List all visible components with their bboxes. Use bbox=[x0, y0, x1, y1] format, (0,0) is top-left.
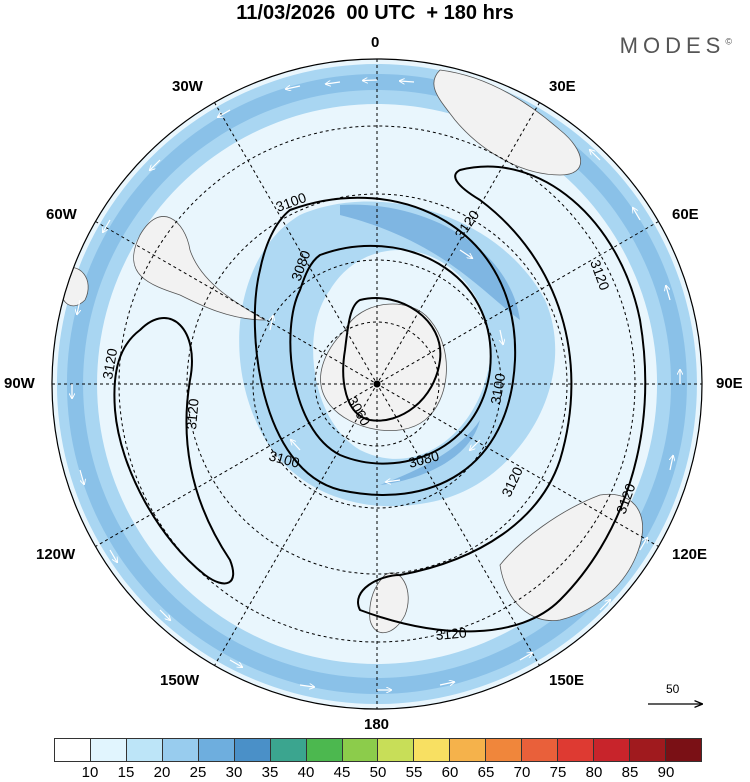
colorbar-tick-label: 10 bbox=[81, 764, 99, 781]
lon-label-0: 0 bbox=[371, 34, 380, 51]
lon-label-120e: 120E bbox=[672, 546, 708, 563]
map-border bbox=[51, 58, 703, 710]
colorbar-swatch bbox=[162, 739, 199, 761]
lon-label-90w: 90W bbox=[4, 375, 35, 392]
height-contours bbox=[113, 165, 647, 633]
map-title: 11/03/2026 00 UTC + 180 hrs bbox=[236, 2, 514, 24]
colorbar-swatch bbox=[126, 739, 163, 761]
inner-jet-core bbox=[340, 204, 520, 485]
colorbar-swatch bbox=[90, 739, 127, 761]
reference-vector: 50 bbox=[646, 682, 710, 712]
colorbar-swatch bbox=[198, 739, 235, 761]
colorbar-tick-label: 80 bbox=[585, 764, 603, 781]
colorbar-tick-label: 85 bbox=[621, 764, 639, 781]
colorbar bbox=[54, 738, 702, 762]
brand-name: MODES bbox=[619, 33, 726, 58]
brand-logo: MODES© bbox=[620, 33, 732, 59]
south-pole-marker bbox=[373, 380, 381, 388]
colorbar-swatch bbox=[594, 739, 630, 761]
colorbar-swatch bbox=[270, 739, 307, 761]
colorbar-tick-label: 35 bbox=[261, 764, 279, 781]
colorbar-swatch bbox=[522, 739, 559, 761]
colorbar-tick-label: 25 bbox=[189, 764, 207, 781]
contour-3100 bbox=[253, 196, 517, 496]
australia bbox=[499, 493, 643, 622]
reference-arrow-icon bbox=[648, 682, 710, 712]
contour-label: 3120 bbox=[435, 624, 468, 643]
colorbar-swatch bbox=[486, 739, 523, 761]
contour-label: 3120 bbox=[99, 347, 120, 381]
colorbar-tick-label: 40 bbox=[297, 764, 315, 781]
colorbar-swatch bbox=[234, 739, 271, 761]
contour-3080 bbox=[289, 244, 492, 465]
lon-label-60e: 60E bbox=[672, 206, 699, 223]
reference-vector-label: 50 bbox=[666, 682, 680, 696]
africa bbox=[433, 69, 582, 176]
lon-label-60w: 60W bbox=[46, 206, 77, 223]
colorbar-swatch bbox=[414, 739, 451, 761]
south-america bbox=[133, 216, 267, 321]
contour-3120-west bbox=[113, 317, 235, 585]
contour-label: 3120 bbox=[183, 398, 202, 431]
contour-3120-east bbox=[357, 165, 647, 633]
colorbar-swatch bbox=[665, 739, 701, 761]
contour-label: 3100 bbox=[267, 447, 301, 471]
colorbar-tick-label: 70 bbox=[513, 764, 531, 781]
colorbar-tick-label: 65 bbox=[477, 764, 495, 781]
colorbar-ticks: 10 15 20 25 30 35 40 45 50 55 60 65 70 75 80 85 90 bbox=[54, 764, 702, 782]
colorbar-swatch bbox=[306, 739, 343, 761]
colorbar-tick-label: 30 bbox=[225, 764, 243, 781]
colorbar-tick-label: 60 bbox=[441, 764, 459, 781]
colorbar-swatch bbox=[55, 739, 91, 761]
brand-mark: © bbox=[725, 36, 732, 47]
lon-label-150e: 150E bbox=[549, 672, 585, 689]
colorbar-tick-label: 45 bbox=[333, 764, 351, 781]
lon-label-120w: 120W bbox=[36, 546, 76, 563]
colorbar-swatch bbox=[378, 739, 415, 761]
lon-label-30w: 30W bbox=[172, 78, 203, 95]
lon-label-150w: 150W bbox=[160, 672, 200, 689]
contour-3060 bbox=[342, 297, 442, 422]
contour-label: 3100 bbox=[487, 372, 508, 406]
wind-vectors bbox=[72, 80, 680, 690]
colorbar-tick-label: 55 bbox=[405, 764, 423, 781]
landmasses bbox=[58, 69, 643, 633]
colorbar-swatch bbox=[450, 739, 487, 761]
colorbar-tick-label: 15 bbox=[117, 764, 135, 781]
colorbar-tick-label: 90 bbox=[657, 764, 675, 781]
colorbar-tick-label: 20 bbox=[153, 764, 171, 781]
colorbar-swatch bbox=[342, 739, 379, 761]
colorbar-tick-label: 75 bbox=[549, 764, 567, 781]
lon-label-30e: 30E bbox=[549, 78, 576, 95]
lon-label-180: 180 bbox=[364, 716, 390, 733]
contour-label: 3080 bbox=[407, 447, 441, 471]
colorbar-tick-label: 50 bbox=[369, 764, 387, 781]
colorbar-swatch bbox=[630, 739, 666, 761]
colorbar-swatch bbox=[558, 739, 595, 761]
lon-label-90e: 90E bbox=[716, 375, 743, 392]
